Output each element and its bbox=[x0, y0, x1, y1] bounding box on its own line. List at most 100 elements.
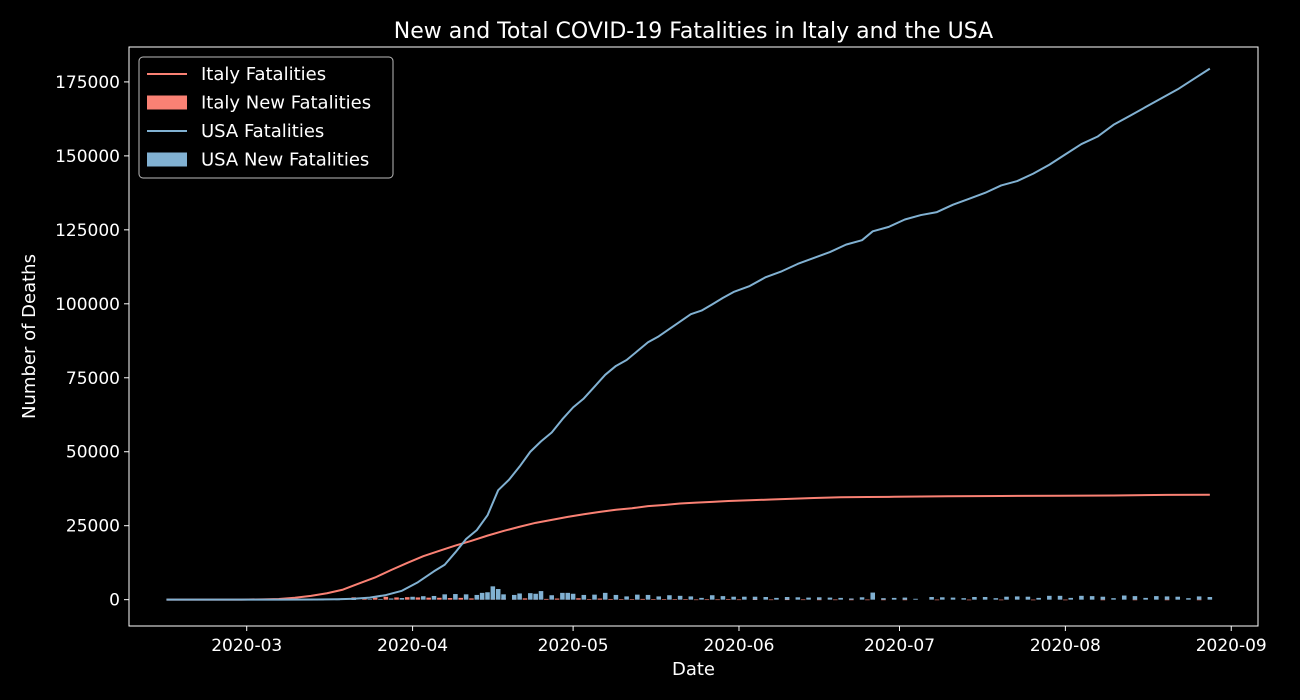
italy-new-fatalities-bar bbox=[597, 598, 603, 600]
usa-new-fatalities-bar bbox=[913, 598, 918, 600]
legend[interactable]: Italy Fatalities Italy New Fatalities USA … bbox=[138, 56, 394, 179]
y-tick-label: 25000 bbox=[66, 517, 120, 537]
usa-new-fatalities-bar bbox=[453, 594, 458, 600]
x-tick-label: 2020-09 bbox=[1196, 636, 1267, 656]
usa-new-fatalities-bar bbox=[881, 598, 886, 600]
usa-new-fatalities-bar bbox=[763, 597, 769, 600]
usa-new-fatalities-bar bbox=[388, 598, 394, 600]
usa-new-fatalities-bar bbox=[859, 597, 865, 600]
usa-new-fatalities-bar bbox=[1121, 595, 1127, 600]
usa-new-fatalities-bar bbox=[699, 597, 704, 600]
italy-new-fatalities-bar bbox=[437, 597, 442, 600]
usa-new-fatalities-bar bbox=[1100, 596, 1106, 600]
italy-new-fatalities-bar bbox=[726, 599, 731, 600]
italy-new-fatalities-bar bbox=[415, 597, 421, 600]
italy-new-fatalities-bar bbox=[704, 599, 710, 601]
x-tick-label: 2020-05 bbox=[538, 636, 609, 656]
italy-new-fatalities-bar bbox=[934, 599, 940, 601]
italy-new-fatalities-bar bbox=[715, 599, 720, 601]
legend-swatch bbox=[147, 95, 187, 110]
italy-new-fatalities-bar bbox=[902, 599, 908, 601]
italy-new-fatalities-bar bbox=[784, 599, 790, 601]
axes-frame bbox=[128, 46, 1259, 627]
usa-new-fatalities-bar bbox=[560, 592, 565, 600]
italy-new-fatalities-bar bbox=[998, 599, 1004, 601]
legend-item-usa-new-fatalities[interactable]: USA New Fatalities bbox=[147, 150, 369, 171]
y-tick-label: 100000 bbox=[55, 295, 120, 315]
x-tick-label: 2020-04 bbox=[377, 636, 448, 656]
usa-new-fatalities-bar bbox=[1186, 598, 1191, 600]
usa-new-fatalities-bar bbox=[849, 598, 854, 600]
usa-new-fatalities-bar bbox=[982, 597, 988, 600]
y-tick-label: 0 bbox=[109, 591, 120, 611]
usa-new-fatalities-bar bbox=[549, 595, 554, 600]
italy-new-fatalities-bar bbox=[833, 599, 838, 601]
italy-new-fatalities-bar bbox=[672, 599, 678, 600]
y-axis: 0 25000 50000 75000 100000 125000 150000 175000 bbox=[55, 73, 129, 611]
usa-new-fatalities-bar bbox=[1025, 596, 1031, 600]
usa-new-fatalities-bar bbox=[1196, 596, 1202, 600]
usa-new-fatalities-bar bbox=[463, 594, 469, 600]
italy-fatalities-line bbox=[166, 493, 1210, 601]
italy-new-fatalities-bar bbox=[618, 599, 624, 600]
usa-new-fatalities-bar bbox=[490, 586, 496, 600]
usa-new-fatalities-bar bbox=[1132, 596, 1138, 600]
italy-new-fatalities-bar bbox=[1100, 599, 1106, 601]
usa-new-fatalities-bar bbox=[1143, 597, 1148, 600]
line-layer bbox=[166, 67, 1211, 601]
x-tick-label: 2020-08 bbox=[1030, 636, 1101, 656]
italy-new-fatalities-bar bbox=[554, 598, 560, 600]
usa-new-fatalities-bar bbox=[677, 595, 683, 600]
usa-new-fatalities-bar bbox=[838, 597, 843, 600]
italy-new-fatalities-bar bbox=[640, 598, 645, 600]
italy-new-fatalities-bar bbox=[1132, 599, 1138, 601]
usa-new-fatalities-bar bbox=[940, 597, 945, 600]
usa-new-fatalities-bar bbox=[816, 597, 822, 600]
usa-new-fatalities-bar bbox=[570, 593, 576, 600]
legend-label: Italy Fatalities bbox=[201, 64, 326, 85]
usa-fatalities-line bbox=[166, 67, 1211, 601]
usa-new-fatalities-bar bbox=[752, 596, 758, 600]
usa-new-fatalities-bar bbox=[1004, 596, 1009, 600]
plot-area bbox=[166, 67, 1213, 601]
usa-new-fatalities-bar bbox=[1079, 595, 1084, 600]
italy-new-fatalities-bar bbox=[458, 597, 464, 600]
usa-new-fatalities-bar bbox=[1164, 596, 1170, 600]
usa-new-fatalities-bar bbox=[602, 592, 608, 600]
italy-new-fatalities-bar bbox=[426, 597, 431, 600]
usa-new-fatalities-bar bbox=[774, 597, 779, 600]
usa-new-fatalities-bar bbox=[528, 593, 533, 600]
usa-new-fatalities-bar bbox=[533, 593, 538, 600]
italy-new-fatalities-bar bbox=[372, 597, 378, 600]
x-tick-label: 2020-07 bbox=[864, 636, 935, 656]
usa-new-fatalities-bar bbox=[742, 596, 747, 600]
italy-new-fatalities-bar bbox=[683, 599, 688, 600]
italy-new-fatalities-bar bbox=[651, 599, 656, 600]
legend-item-italy-fatalities[interactable]: Italy Fatalities bbox=[147, 64, 326, 85]
usa-new-fatalities-bar bbox=[479, 592, 485, 600]
italy-new-fatalities-bar bbox=[404, 597, 410, 600]
x-axis: 2020-03 2020-04 2020-05 2020-06 2020-07 2020-… bbox=[211, 626, 1267, 656]
usa-new-fatalities-bar bbox=[993, 598, 999, 600]
italy-new-fatalities-bar bbox=[752, 599, 758, 600]
italy-new-fatalities-bar bbox=[800, 599, 806, 601]
x-tick-label: 2020-06 bbox=[703, 636, 774, 656]
italy-new-fatalities-bar bbox=[881, 599, 886, 601]
usa-new-fatalities-bar bbox=[950, 597, 956, 600]
usa-new-fatalities-bar bbox=[1068, 597, 1073, 600]
legend-item-italy-new-fatalities[interactable]: Italy New Fatalities bbox=[147, 93, 371, 114]
usa-new-fatalities-bar bbox=[972, 597, 977, 600]
usa-new-fatalities-bar bbox=[784, 597, 790, 600]
italy-new-fatalities-bar bbox=[522, 598, 528, 600]
usa-new-fatalities-bar bbox=[1175, 596, 1181, 600]
legend-item-usa-fatalities[interactable]: USA Fatalities bbox=[147, 121, 324, 142]
usa-new-fatalities-bar bbox=[1207, 597, 1213, 600]
usa-new-fatalities-bar bbox=[645, 594, 651, 600]
italy-new-fatalities-bar bbox=[576, 598, 581, 600]
usa-new-fatalities-bar bbox=[613, 594, 619, 600]
usa-new-fatalities-bar bbox=[565, 592, 571, 600]
usa-new-fatalities-bar bbox=[1057, 595, 1063, 600]
usa-new-fatalities-bar bbox=[795, 597, 801, 600]
usa-new-fatalities-bar bbox=[431, 595, 437, 600]
